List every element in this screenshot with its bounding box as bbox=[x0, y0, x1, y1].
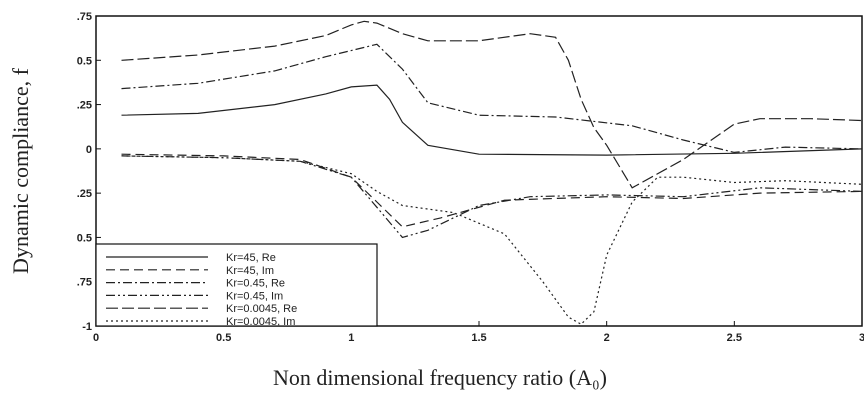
y-axis-ticks: .75 0.5 .25 0 .25 0.5 .75 -1 bbox=[77, 11, 101, 333]
x-tick-label: 1.5 bbox=[471, 332, 486, 344]
y-tick-label: 0 bbox=[86, 144, 92, 156]
legend-label: Kr=0.0045, Im bbox=[226, 316, 295, 328]
legend-label: Kr=0.0045, Re bbox=[226, 303, 297, 315]
series-line-5 bbox=[121, 20, 863, 189]
series-line-1 bbox=[121, 84, 863, 156]
x-axis-title: Non dimensional frequency ratio (A₀) bbox=[273, 365, 607, 390]
series-line-3 bbox=[121, 43, 863, 154]
y-tick-label: .25 bbox=[77, 100, 92, 112]
y-tick-label: .75 bbox=[77, 11, 92, 23]
x-tick-label: 0 bbox=[93, 332, 99, 344]
legend-label: Kr=0.45, Im bbox=[226, 290, 283, 302]
series-layer bbox=[121, 20, 863, 325]
y-tick-label: .25 bbox=[77, 188, 92, 200]
x-tick-label: 2 bbox=[604, 332, 610, 344]
legend-box bbox=[95, 243, 378, 327]
x-tick-label: 3 bbox=[859, 332, 864, 344]
x-axis-ticks: 0 0.5 1 1.5 2 2.5 3 bbox=[93, 321, 864, 344]
y-tick-label: -1 bbox=[82, 321, 92, 333]
y-axis-title: Dynamic compliance, f bbox=[8, 67, 33, 274]
legend-label: Kr=45, Im bbox=[226, 265, 274, 277]
y-tick-label: .75 bbox=[77, 277, 92, 289]
series-line-6 bbox=[121, 155, 863, 325]
y-tick-label: 0.5 bbox=[77, 232, 92, 244]
legend-label: Kr=0.45, Re bbox=[226, 278, 285, 290]
x-tick-label: 0.5 bbox=[216, 332, 231, 344]
series-line-2 bbox=[121, 153, 863, 228]
x-tick-label: 1 bbox=[348, 332, 354, 344]
x-tick-label: 2.5 bbox=[727, 332, 742, 344]
series-line-4 bbox=[121, 155, 863, 239]
legend-label: Kr=45, Re bbox=[226, 252, 276, 264]
y-tick-label: 0.5 bbox=[77, 55, 92, 67]
